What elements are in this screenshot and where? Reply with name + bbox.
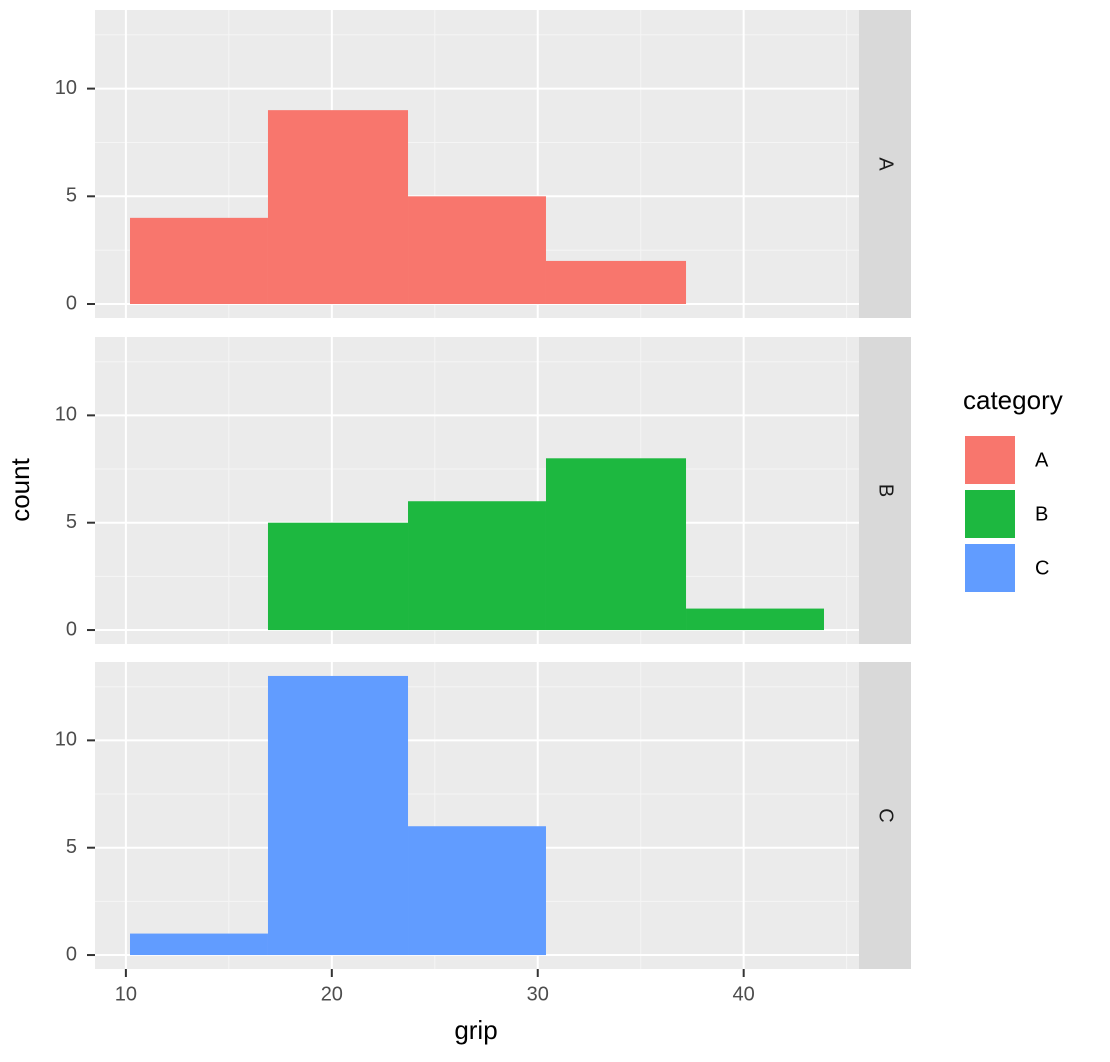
histogram-bar bbox=[267, 522, 409, 631]
y-tick-label: 0 bbox=[66, 618, 77, 640]
legend-key bbox=[965, 490, 1015, 538]
x-tick-label: 20 bbox=[321, 983, 343, 1005]
y-tick-label: 5 bbox=[66, 836, 77, 858]
y-tick-label: 10 bbox=[55, 77, 77, 99]
legend-label: C bbox=[1035, 557, 1049, 579]
histogram-bar bbox=[267, 110, 409, 305]
y-axis-label: count bbox=[5, 457, 35, 521]
histogram-bar bbox=[408, 501, 546, 631]
histogram-bar bbox=[408, 196, 546, 304]
facet-strip bbox=[859, 10, 911, 318]
histogram-bar bbox=[408, 826, 546, 956]
facet-strip bbox=[859, 662, 911, 969]
facet-strip-label: C bbox=[875, 808, 897, 822]
x-tick-label: 40 bbox=[733, 983, 755, 1005]
y-tick-label: 5 bbox=[66, 185, 77, 207]
y-tick-label: 10 bbox=[55, 729, 77, 751]
histogram-bar bbox=[130, 217, 268, 304]
histogram-bar bbox=[545, 260, 687, 304]
histogram-bar bbox=[686, 608, 824, 631]
legend-title: category bbox=[963, 385, 1063, 415]
legend-key bbox=[965, 436, 1015, 484]
y-tick-label: 10 bbox=[55, 404, 77, 426]
histogram-bar bbox=[267, 675, 409, 956]
histogram-bar bbox=[130, 933, 268, 956]
legend-key bbox=[965, 544, 1015, 592]
facet-strip-label: B bbox=[875, 484, 897, 497]
legend-label: A bbox=[1035, 449, 1049, 471]
x-axis-label: grip bbox=[454, 1015, 497, 1045]
y-tick-label: 0 bbox=[66, 943, 77, 965]
x-tick-label: 10 bbox=[115, 983, 137, 1005]
x-tick-label: 30 bbox=[527, 983, 549, 1005]
histogram-bar bbox=[545, 458, 687, 631]
facet-strip bbox=[859, 337, 911, 644]
y-tick-label: 5 bbox=[66, 511, 77, 533]
legend-label: B bbox=[1035, 503, 1048, 525]
facet-strip-label: A bbox=[875, 157, 897, 171]
y-tick-label: 0 bbox=[66, 292, 77, 314]
